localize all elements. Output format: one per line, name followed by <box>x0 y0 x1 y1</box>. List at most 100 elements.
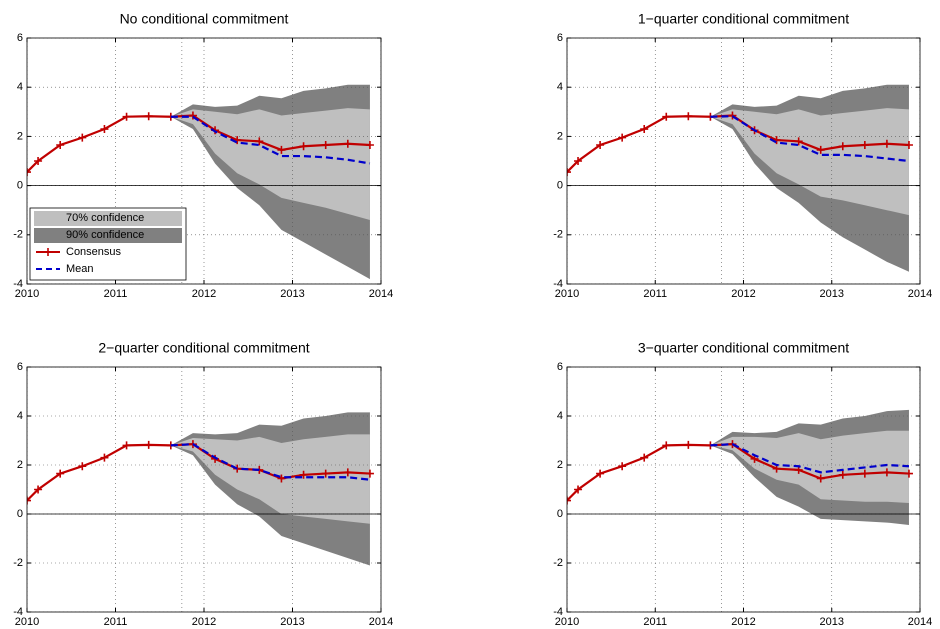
y-tick-label: 0 <box>557 180 563 192</box>
y-tick-label: 4 <box>17 81 23 93</box>
x-tick-label: 2013 <box>820 616 844 628</box>
consensus-marker <box>27 168 31 177</box>
x-tick-label: 2013 <box>280 616 304 628</box>
legend-label: Mean <box>66 263 94 275</box>
consensus-marker <box>662 441 671 450</box>
consensus-marker <box>596 141 605 150</box>
y-tick-label: -4 <box>553 606 563 618</box>
panel: 3−quarter conditional commitment -4 -2 0 2 4 6… <box>553 340 932 628</box>
y-tick-label: 4 <box>17 410 23 422</box>
y-tick-label: -2 <box>13 229 23 241</box>
consensus-marker <box>904 469 913 478</box>
consensus-marker <box>100 453 109 462</box>
x-tick-label: 2012 <box>731 288 755 300</box>
consensus-marker <box>816 145 825 154</box>
consensus-marker <box>144 440 153 449</box>
y-tick-label: 2 <box>17 459 23 471</box>
mean-line <box>710 443 910 474</box>
mean-line <box>170 443 371 481</box>
x-tick-label: 2011 <box>104 616 128 628</box>
x-tick-label: 2014 <box>369 616 393 628</box>
consensus-marker <box>860 469 869 478</box>
confidence-band <box>170 434 370 524</box>
consensus-marker <box>78 462 87 471</box>
consensus-marker <box>299 142 308 151</box>
consensus-marker <box>882 468 891 477</box>
y-tick-label: 6 <box>557 361 563 373</box>
y-tick-label: 6 <box>557 32 563 44</box>
mean-line <box>170 115 371 165</box>
consensus-marker <box>27 496 31 505</box>
x-tick-label: 2012 <box>731 616 755 628</box>
y-tick-label: 0 <box>17 180 23 192</box>
consensus-marker <box>188 111 197 120</box>
chart-title: 3−quarter conditional commitment <box>638 340 849 356</box>
legend-swatch <box>34 211 182 226</box>
y-tick-label: 4 <box>557 81 563 93</box>
x-tick-label: 2010 <box>555 288 579 300</box>
consensus-marker <box>365 469 374 478</box>
consensus-marker <box>144 112 153 121</box>
y-tick-label: -4 <box>13 606 23 618</box>
consensus-marker <box>365 141 374 150</box>
y-tick-label: -2 <box>553 557 563 569</box>
chart-title: 1−quarter conditional commitment <box>638 11 849 27</box>
consensus-marker <box>56 141 65 150</box>
mean-line <box>710 115 910 163</box>
plot <box>567 367 920 612</box>
consensus-marker <box>838 142 847 151</box>
legend: 70% confidence 90% confidence Consensus Mea… <box>29 207 187 281</box>
consensus-marker <box>56 469 65 478</box>
consensus-marker <box>321 469 330 478</box>
consensus-marker <box>34 157 43 165</box>
consensus-marker <box>100 125 109 134</box>
legend-marker <box>44 248 52 256</box>
x-tick-label: 2011 <box>104 288 128 300</box>
x-tick-label: 2013 <box>820 288 844 300</box>
y-tick-label: -4 <box>553 278 563 290</box>
consensus-marker <box>838 470 847 479</box>
legend-swatch <box>34 228 182 243</box>
x-tick-label: 2014 <box>908 288 932 300</box>
consensus-marker <box>78 133 87 142</box>
chart-title: No conditional commitment <box>120 11 289 27</box>
panel: 1−quarter conditional commitment -4 -2 0 2 4 6… <box>553 11 932 300</box>
x-tick-label: 2011 <box>643 288 667 300</box>
consensus-marker <box>640 453 649 462</box>
plot <box>27 367 381 612</box>
y-tick-label: 2 <box>557 459 563 471</box>
consensus-marker <box>567 168 571 177</box>
consensus-marker <box>567 496 571 505</box>
consensus-marker <box>343 139 352 148</box>
legend-label: 90% confidence <box>66 229 144 241</box>
y-tick-label: 2 <box>557 130 563 142</box>
x-tick-label: 2014 <box>369 288 393 300</box>
consensus-marker <box>618 462 627 471</box>
consensus-marker <box>794 137 803 146</box>
consensus-marker <box>816 474 825 483</box>
y-tick-label: 0 <box>17 508 23 520</box>
panel: No conditional commitment -4 -2 0 2 4 6 2010 201… <box>13 11 393 300</box>
consensus-marker <box>618 133 627 142</box>
x-tick-label: 2010 <box>555 616 579 628</box>
consensus-marker <box>596 469 605 478</box>
consensus-marker <box>299 470 308 479</box>
consensus-marker <box>574 485 583 494</box>
x-tick-label: 2014 <box>908 616 932 628</box>
x-tick-label: 2013 <box>280 288 304 300</box>
consensus-marker <box>904 141 913 150</box>
confidence-band <box>170 108 370 221</box>
consensus-marker <box>122 441 131 450</box>
plot <box>567 38 920 284</box>
consensus-marker <box>684 440 693 449</box>
y-tick-label: -4 <box>13 278 23 290</box>
x-tick-label: 2012 <box>192 288 216 300</box>
consensus-marker <box>662 112 671 121</box>
consensus-marker <box>255 137 264 146</box>
consensus-marker <box>574 157 583 165</box>
y-tick-label: 2 <box>17 130 23 142</box>
y-tick-label: -2 <box>553 229 563 241</box>
consensus-marker <box>860 141 869 150</box>
consensus-marker <box>882 139 891 148</box>
